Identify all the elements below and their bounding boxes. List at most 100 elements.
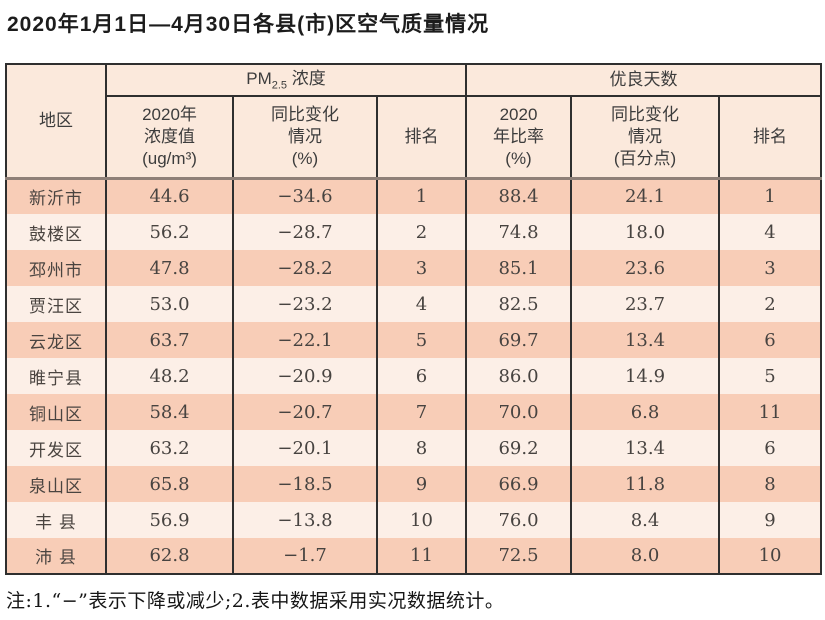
cell-good-rank: 2 [718, 286, 823, 322]
cell-region: 云龙区 [5, 322, 107, 358]
cell-good-rank: 9 [718, 502, 823, 538]
cell-good-rank: 5 [718, 358, 823, 394]
cell-region: 邳州市 [5, 250, 107, 286]
cell-good-ratio: 88.4 [465, 178, 573, 214]
col-header-pm-value: 2020年 浓度值 (ug/m³) [105, 96, 234, 180]
cell-pm-value: 56.9 [105, 502, 234, 538]
cell-pm-value: 44.6 [105, 178, 234, 214]
cell-good-rank: 1 [718, 178, 823, 214]
table-row: 沛 县 62.8 −1.7 11 72.5 8.0 10 [5, 538, 823, 574]
pm25-label: PM2.5 浓度 [246, 68, 326, 92]
cell-good-change: 11.8 [570, 466, 721, 502]
table-row: 睢宁县 48.2 −20.9 6 86.0 14.9 5 [5, 358, 823, 394]
cell-pm-change: −13.8 [232, 502, 378, 538]
cell-pm-value: 58.4 [105, 394, 234, 430]
cell-good-change: 8.4 [570, 502, 721, 538]
table-footnote: 注:1.“−”表示下降或减少;2.表中数据采用实况数据统计。 [6, 590, 505, 612]
cell-region: 鼓楼区 [5, 214, 107, 250]
cell-pm-rank: 5 [375, 322, 468, 358]
cell-pm-value: 48.2 [105, 358, 234, 394]
table-body: 新沂市 44.6 −34.6 1 88.4 24.1 1 鼓楼区 56.2 −2… [5, 178, 823, 574]
cell-pm-rank: 4 [375, 286, 468, 322]
cell-good-rank: 8 [718, 466, 823, 502]
cell-pm-change: −20.1 [232, 430, 378, 466]
cell-region: 丰 县 [5, 502, 107, 538]
col-header-pm-rank: 排名 [375, 96, 468, 180]
cell-pm-rank: 3 [375, 250, 468, 286]
col-header-pm-change: 同比变化 情况 (%) [232, 96, 378, 180]
page-title: 2020年1月1日—4月30日各县(市)区空气质量情况 [7, 13, 490, 36]
cell-region: 沛 县 [5, 538, 107, 574]
cell-pm-rank: 11 [375, 538, 468, 574]
cell-good-rank: 6 [718, 430, 823, 466]
table-row: 云龙区 63.7 −22.1 5 69.7 13.4 6 [5, 322, 823, 358]
cell-region: 贾汪区 [5, 286, 107, 322]
cell-good-ratio: 85.1 [465, 250, 573, 286]
cell-pm-change: −34.6 [232, 178, 378, 214]
cell-pm-change: −23.2 [232, 286, 378, 322]
cell-pm-value: 62.8 [105, 538, 234, 574]
col-group-good-days: 优良天数 [465, 64, 823, 97]
cell-good-ratio: 86.0 [465, 358, 573, 394]
table-row: 新沂市 44.6 −34.6 1 88.4 24.1 1 [5, 178, 823, 214]
cell-region: 睢宁县 [5, 358, 107, 394]
col-header-good-rank: 排名 [718, 96, 823, 180]
cell-pm-value: 53.0 [105, 286, 234, 322]
col-header-good-ratio: 2020 年比率 (%) [465, 96, 573, 180]
cell-good-ratio: 70.0 [465, 394, 573, 430]
cell-pm-rank: 6 [375, 358, 468, 394]
cell-region: 铜山区 [5, 394, 107, 430]
table-row: 鼓楼区 56.2 −28.7 2 74.8 18.0 4 [5, 214, 823, 250]
cell-pm-change: −1.7 [232, 538, 378, 574]
cell-good-ratio: 76.0 [465, 502, 573, 538]
cell-good-change: 13.4 [570, 430, 721, 466]
cell-pm-rank: 8 [375, 430, 468, 466]
cell-good-rank: 6 [718, 322, 823, 358]
cell-good-change: 24.1 [570, 178, 721, 214]
cell-good-change: 23.6 [570, 250, 721, 286]
table-row: 邳州市 47.8 −28.2 3 85.1 23.6 3 [5, 250, 823, 286]
header-sub-row: 2020年 浓度值 (ug/m³) 同比变化 情况 (%) 排名 2020 年比… [6, 96, 823, 180]
cell-good-change: 18.0 [570, 214, 721, 250]
cell-good-ratio: 69.7 [465, 322, 573, 358]
cell-pm-value: 47.8 [105, 250, 234, 286]
cell-good-change: 6.8 [570, 394, 721, 430]
cell-good-ratio: 74.8 [465, 214, 573, 250]
col-header-good-change: 同比变化 情况 (百分点) [570, 96, 721, 180]
table-row: 丰 县 56.9 −13.8 10 76.0 8.4 9 [5, 502, 823, 538]
cell-pm-change: −22.1 [232, 322, 378, 358]
cell-pm-rank: 7 [375, 394, 468, 430]
cell-good-change: 8.0 [570, 538, 721, 574]
table-row: 铜山区 58.4 −20.7 7 70.0 6.8 11 [5, 394, 823, 430]
col-group-pm25: PM2.5 浓度 [104, 64, 468, 97]
cell-good-ratio: 66.9 [465, 466, 573, 502]
cell-good-ratio: 72.5 [465, 538, 573, 574]
cell-pm-rank: 10 [375, 502, 468, 538]
cell-pm-change: −20.9 [232, 358, 378, 394]
cell-pm-change: −28.2 [232, 250, 378, 286]
cell-pm-rank: 9 [375, 466, 468, 502]
cell-pm-rank: 2 [375, 214, 468, 250]
cell-region: 新沂市 [5, 178, 107, 214]
air-quality-table: 地区 PM2.5 浓度 优良天数 2020年 浓度值 (ug/m³) 同比变化 … [5, 63, 823, 575]
header-group-row: 地区 PM2.5 浓度 优良天数 [5, 64, 823, 180]
table-row: 贾汪区 53.0 −23.2 4 82.5 23.7 2 [5, 286, 823, 322]
col-header-region: 地区 [5, 64, 107, 180]
cell-good-rank: 10 [718, 538, 823, 574]
cell-pm-value: 63.7 [105, 322, 234, 358]
cell-good-rank: 3 [718, 250, 823, 286]
cell-good-rank: 11 [718, 394, 823, 430]
cell-pm-change: −20.7 [232, 394, 378, 430]
cell-pm-change: −28.7 [232, 214, 378, 250]
cell-pm-rank: 1 [375, 178, 468, 214]
cell-region: 泉山区 [5, 466, 107, 502]
cell-good-change: 14.9 [570, 358, 721, 394]
cell-pm-value: 63.2 [105, 430, 234, 466]
table-header: 地区 PM2.5 浓度 优良天数 2020年 浓度值 (ug/m³) 同比变化 … [5, 64, 823, 180]
cell-pm-value: 65.8 [105, 466, 234, 502]
cell-good-ratio: 69.2 [465, 430, 573, 466]
table-row: 泉山区 65.8 −18.5 9 66.9 11.8 8 [5, 466, 823, 502]
cell-pm-value: 56.2 [105, 214, 234, 250]
cell-pm-change: −18.5 [232, 466, 378, 502]
cell-good-change: 13.4 [570, 322, 721, 358]
